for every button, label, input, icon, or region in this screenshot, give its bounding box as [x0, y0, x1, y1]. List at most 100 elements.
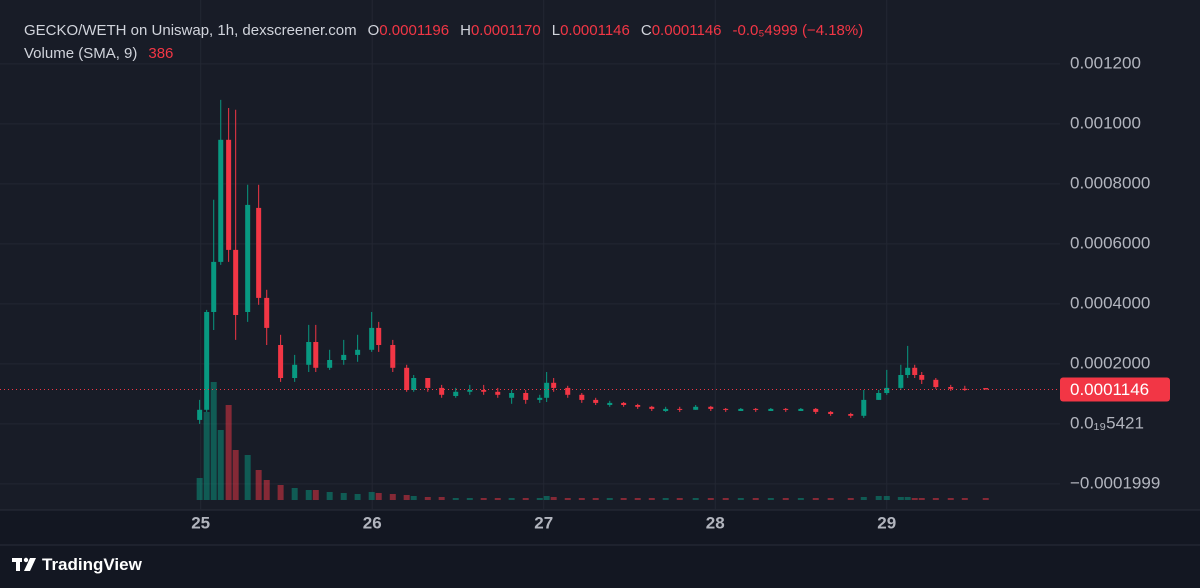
candle-body — [411, 378, 417, 390]
candle-body — [635, 405, 641, 407]
ohlc-key: L — [551, 22, 561, 39]
volume-bar — [812, 498, 819, 500]
candle-body — [565, 387, 571, 395]
symbol-title: GECKO/WETH on Uniswap, 1h, dexscreener.c… — [24, 22, 357, 39]
candle-body — [723, 408, 729, 410]
ohlc-value: 0.0001196 — [379, 22, 450, 39]
volume-bar — [326, 492, 333, 500]
volume-bar — [875, 496, 882, 500]
volume-bar — [550, 497, 557, 500]
volume-bar — [752, 498, 759, 500]
candle-body — [905, 367, 911, 375]
candle-body — [226, 139, 232, 250]
candle-body — [218, 139, 224, 262]
candle-body — [509, 393, 515, 398]
volume-bar — [263, 480, 270, 500]
y-tick-label: 0.001000 — [1070, 113, 1141, 132]
candle-body — [233, 249, 239, 315]
ohlc-key: C — [640, 22, 652, 39]
y-tick-label: −0.0001999 — [1070, 473, 1160, 492]
logo-stem — [16, 558, 20, 571]
volume-bar — [217, 430, 224, 500]
candle-body — [204, 312, 210, 410]
volume-label: Volume (SMA, 9) — [24, 45, 138, 62]
ohlc-value: 0.0001146 — [651, 22, 722, 39]
volume-bar — [466, 498, 473, 500]
candle-body — [708, 406, 714, 409]
volume-bar — [932, 498, 939, 500]
candle-body — [813, 408, 819, 412]
volume-sma: 386 — [148, 45, 174, 62]
candle-body — [495, 391, 501, 395]
volume-bar — [536, 498, 543, 500]
volume-bar — [782, 498, 789, 500]
legend-row: Volume (SMA, 9) 386 — [24, 45, 863, 68]
candle-body — [693, 406, 699, 410]
price-change: -0.0₅4999 (−4.18%) — [732, 22, 864, 39]
candle-body — [453, 391, 459, 396]
candle-body — [376, 327, 382, 345]
candle-body — [579, 394, 585, 400]
candle-body — [245, 204, 251, 312]
logo-dot — [23, 557, 29, 563]
volume-bar — [904, 497, 911, 500]
volume-bar — [196, 478, 203, 500]
y-tick-label: 0.0002000 — [1070, 353, 1150, 372]
candle-body — [919, 375, 925, 380]
y-tick-label: 0.0008000 — [1070, 173, 1150, 192]
legend: GECKO/WETH on Uniswap, 1h, dexscreener.c… — [24, 22, 863, 68]
volume-bar — [947, 498, 954, 500]
y-tick-label: 0.001200 — [1070, 53, 1141, 72]
candles — [197, 99, 989, 424]
candle-body — [544, 382, 550, 398]
volume-bar — [255, 470, 262, 500]
candle-body — [861, 399, 867, 416]
candle-body — [355, 349, 361, 355]
volume-bar — [354, 494, 361, 500]
y-tick-label: 0.0006000 — [1070, 233, 1150, 252]
volume-bar — [737, 498, 744, 500]
volume-bar — [634, 498, 641, 500]
candle-body — [341, 354, 347, 360]
volume-bar — [648, 498, 655, 500]
candle-body — [404, 367, 410, 390]
candle-body — [256, 207, 262, 298]
brand-name: TradingView — [42, 555, 142, 574]
volume-bar — [847, 498, 854, 500]
volume-bar — [368, 492, 375, 500]
candle-body — [523, 393, 529, 400]
candle-body — [313, 342, 319, 368]
candle-body — [278, 345, 284, 378]
volume-bar — [225, 405, 232, 500]
volume-bar — [277, 485, 284, 500]
volume-bar — [232, 450, 239, 500]
volume-bar — [860, 497, 867, 500]
x-tick-label: 26 — [363, 513, 382, 532]
volume-bar — [340, 493, 347, 500]
candle-body — [948, 387, 954, 389]
candle-body — [197, 409, 203, 420]
candle-body — [848, 414, 854, 416]
last-price-label: 0.0001146 — [1070, 380, 1149, 399]
candle-body — [481, 390, 487, 392]
volume-bar — [452, 498, 459, 500]
volume-bar — [606, 498, 613, 500]
volume-bar — [244, 455, 251, 500]
candle-body — [211, 261, 217, 312]
candle-body — [439, 387, 445, 395]
volume-bar — [707, 498, 714, 500]
candle-body — [306, 342, 312, 365]
price-axis-background — [1060, 0, 1200, 510]
candle-body — [753, 408, 759, 410]
candle-body — [607, 402, 613, 405]
volume-bar — [897, 497, 904, 500]
candle-body — [551, 382, 557, 388]
candle-body — [983, 388, 989, 390]
candle-body — [264, 297, 270, 328]
candle-body — [898, 375, 904, 388]
candle-body — [467, 390, 473, 392]
volume-bar — [918, 498, 925, 500]
volume-bar — [438, 497, 445, 500]
